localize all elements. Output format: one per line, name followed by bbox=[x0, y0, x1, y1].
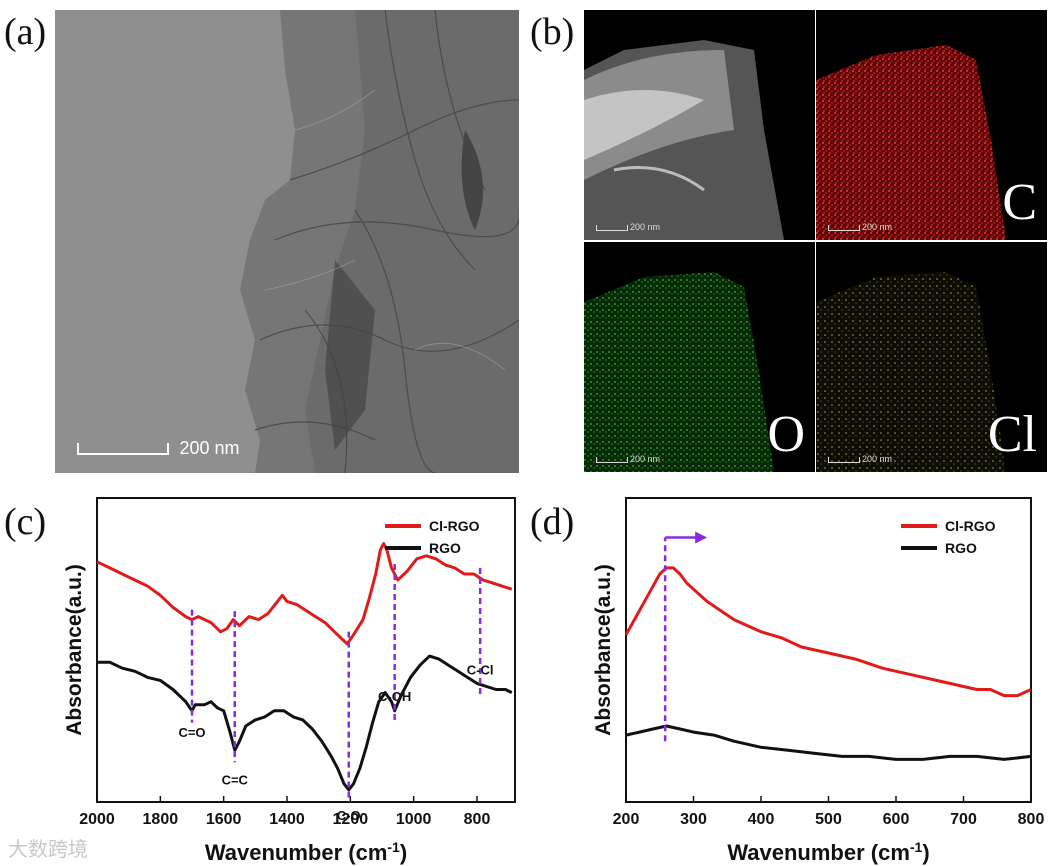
panel-label-c: (c) bbox=[4, 501, 47, 543]
chlorine-label: Cl bbox=[987, 406, 1037, 463]
series-line-cl-rgo bbox=[624, 566, 1032, 698]
legend-label: RGO bbox=[429, 540, 461, 556]
scale-bar-label: 200 nm bbox=[179, 438, 240, 458]
x-axis-label: Wavenumber (cm-1) bbox=[205, 839, 407, 865]
tem-micrograph: 200 nm bbox=[55, 10, 519, 473]
y-axis-label: Absorbance(a.u.) bbox=[592, 564, 615, 736]
x-tick-label: 400 bbox=[748, 811, 775, 828]
oxygen-label: O bbox=[767, 406, 805, 463]
chlorine-map-image bbox=[816, 242, 1047, 472]
series-line-cl-rgo bbox=[96, 542, 513, 646]
x-tick-label: 500 bbox=[815, 811, 842, 828]
peak-label: C-O bbox=[337, 808, 361, 823]
x-tick-label: 1000 bbox=[396, 811, 432, 828]
peak-label: C-OH bbox=[378, 689, 411, 704]
scale-bar-line bbox=[596, 456, 628, 463]
scale-bar-label: 200 nm bbox=[630, 454, 661, 464]
panel-label-d: (d) bbox=[530, 501, 575, 543]
oxygen-map-image bbox=[584, 242, 815, 472]
map-haadf: 200 nm bbox=[584, 10, 815, 240]
x-tick-label: 600 bbox=[883, 811, 910, 828]
legend-label: Cl-RGO bbox=[945, 518, 996, 534]
x-axis-label: Wavenumber (cm-1) bbox=[727, 839, 929, 865]
scale-bar-line bbox=[828, 224, 860, 231]
panel-label-b: (b) bbox=[530, 11, 575, 53]
series-line-rgo bbox=[625, 724, 1032, 761]
scale-bar-label: 200 nm bbox=[630, 222, 661, 232]
map-carbon: C 200 nm bbox=[816, 10, 1047, 240]
scale-bar-line bbox=[596, 224, 628, 231]
x-tick-label: 1600 bbox=[206, 811, 242, 828]
x-tick-label: 1400 bbox=[269, 811, 305, 828]
plot-frame bbox=[96, 497, 516, 803]
chlorine-scale-bar: 200 nm bbox=[828, 454, 892, 464]
legend-label: Cl-RGO bbox=[429, 518, 480, 534]
ftir-chart: 2000 1800 1600 1400 1200 1000 800 Wavenumber (c… bbox=[63, 497, 516, 865]
uv-vis-chart: 200 300 400 500 600 700 800 Wavenumber (cm-1) Ab… bbox=[592, 497, 1045, 865]
x-tick-label: 1200 bbox=[333, 811, 369, 828]
scale-bar-label: 200 nm bbox=[862, 454, 893, 464]
x-tick-label: 1800 bbox=[143, 811, 179, 828]
eds-map-grid: 200 nm C 200 nm bbox=[584, 10, 1047, 472]
haadf-image bbox=[584, 10, 815, 240]
x-tick-label: 800 bbox=[464, 811, 491, 828]
carbon-label: C bbox=[1002, 174, 1037, 231]
peak-label: C=O bbox=[178, 725, 205, 740]
x-tick-label: 2000 bbox=[79, 811, 115, 828]
watermark-text: 大数跨境 bbox=[8, 837, 88, 861]
x-tick-label: 700 bbox=[950, 811, 977, 828]
arrow-right-icon bbox=[695, 531, 708, 544]
haadf-scale-bar: 200 nm bbox=[596, 222, 660, 232]
x-tick-label: 200 bbox=[613, 811, 640, 828]
scale-bar-label: 200 nm bbox=[862, 222, 893, 232]
tem-image bbox=[55, 10, 519, 473]
panel-label-a: (a) bbox=[4, 11, 47, 53]
carbon-map-image bbox=[816, 10, 1047, 240]
x-tick-label: 800 bbox=[1018, 811, 1045, 828]
series-line-rgo bbox=[97, 654, 513, 792]
tem-scale-bar: 200 nm bbox=[77, 438, 240, 459]
carbon-scale-bar: 200 nm bbox=[828, 222, 892, 232]
peak-label: C-Cl bbox=[467, 662, 494, 677]
legend-label: RGO bbox=[945, 540, 977, 556]
oxygen-scale-bar: 200 nm bbox=[596, 454, 660, 464]
y-axis-label: Absorbance(a.u.) bbox=[63, 564, 86, 736]
peak-label: C=C bbox=[222, 772, 249, 787]
scale-bar-line bbox=[77, 442, 169, 455]
scale-bar-line bbox=[828, 456, 860, 463]
map-oxygen: O 200 nm bbox=[584, 242, 815, 472]
map-chlorine: Cl 200 nm bbox=[816, 242, 1047, 472]
x-tick-label: 300 bbox=[680, 811, 707, 828]
